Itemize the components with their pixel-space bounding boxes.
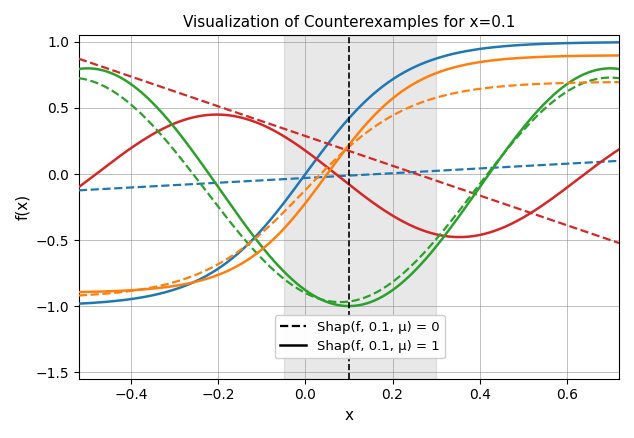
Legend: Shap(f, 0.1, μ) = 0, Shap(f, 0.1, μ) = 1: Shap(f, 0.1, μ) = 0, Shap(f, 0.1, μ) = 1 <box>275 315 445 358</box>
Y-axis label: f(x): f(x) <box>15 194 30 220</box>
Bar <box>283 35 436 379</box>
X-axis label: x: x <box>344 408 353 423</box>
Title: Visualization of Counterexamples for x=0.1: Visualization of Counterexamples for x=0… <box>183 15 515 30</box>
